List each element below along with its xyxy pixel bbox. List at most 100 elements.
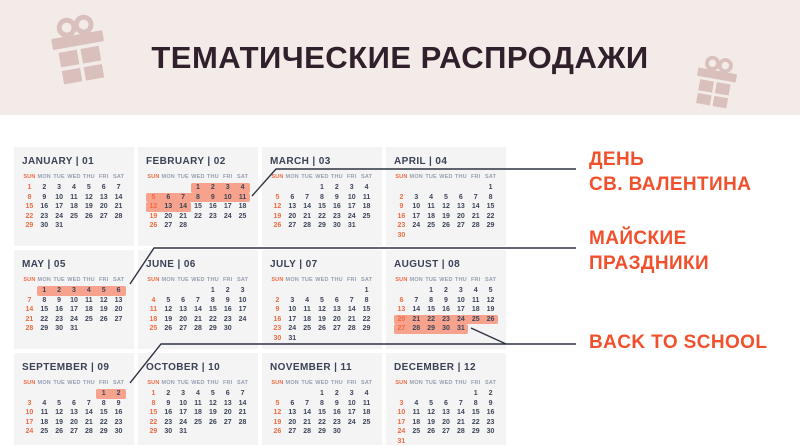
date-cell: 2 (225, 287, 230, 294)
dates-grid: 1 2 3 4 5 6 7 8 9 10 11 12 13 14 15 16 17 18 19 20 21 22 23 24 2… (146, 183, 250, 231)
empty-cell (67, 389, 82, 399)
weekday-label: THU (454, 277, 467, 283)
calendar-month-april: APRIL | 04 SUN MON TUE WED THU FRI SAT 1 2 3 4 5 6 7 8 9… (386, 147, 506, 246)
date-cell: 6 (290, 399, 295, 407)
date-cell: 21 (408, 314, 424, 325)
date-cell: 31 (179, 428, 188, 436)
empty-cell (344, 286, 359, 296)
date-cell: 20 (442, 418, 450, 426)
date-cell: 14 (175, 202, 191, 212)
date-cell: 14 (238, 399, 247, 407)
weekday-label: WED (191, 174, 205, 180)
weekday-label: TUE (53, 174, 65, 180)
date-cell: 19 (84, 203, 93, 211)
date-cell: 19 (208, 409, 217, 417)
date-cell: 9 (334, 399, 339, 407)
date-cell: 24 (25, 428, 34, 436)
date-cell: 29 (423, 324, 439, 334)
date-cell: 21 (303, 418, 312, 426)
date-cell: 18 (412, 418, 421, 426)
date-cell: 30 (114, 428, 123, 436)
date-cell: 8 (101, 399, 106, 407)
date-cell: 13 (179, 306, 188, 314)
month-title: OCTOBER | 10 (146, 362, 221, 373)
date-cell: 24 (397, 428, 406, 436)
date-cell: 25 (40, 428, 49, 436)
date-cell: 8 (429, 296, 434, 304)
date-cell: 1 (364, 287, 369, 294)
date-cell: 23 (40, 212, 49, 220)
date-cell: 21 (25, 315, 34, 323)
date-cell: 17 (412, 212, 421, 220)
empty-cell (394, 286, 409, 296)
date-cell: 14 (84, 409, 93, 417)
weekday-label: SUN (395, 380, 408, 386)
date-cell: 2 (42, 184, 47, 191)
date-cell: 7 (349, 296, 354, 304)
weekday-label: SAT (360, 380, 373, 386)
date-cell: 23 (438, 314, 454, 325)
month-title: AUGUST | 08 (394, 259, 461, 270)
empty-cell (146, 183, 161, 193)
date-cell: 17 (25, 418, 34, 426)
date-cell: 6 (101, 184, 106, 191)
date-cell: 1 (151, 390, 156, 397)
date-cell: 21 (179, 212, 188, 220)
empty-cell (52, 389, 67, 399)
date-cell: 10 (397, 409, 406, 417)
date-cell: 22 (40, 315, 49, 323)
empty-cell (394, 389, 409, 399)
date-cell: 4 (429, 193, 434, 201)
weekday-label: SUN (147, 380, 160, 386)
date-cell: 25 (194, 418, 202, 426)
date-cell: 7 (27, 296, 32, 304)
date-cell: 24 (453, 314, 469, 325)
date-cell: 18 (70, 203, 78, 211)
date-cell: 20 (164, 212, 173, 220)
date-cell: 29 (362, 325, 371, 333)
weekday-header-row: SUN MON TUE WED THU FRI SAT (270, 173, 374, 181)
date-cell: 26 (149, 222, 158, 230)
empty-cell (453, 183, 468, 193)
weekday-label: WED (439, 174, 453, 180)
date-cell: 27 (394, 324, 409, 334)
date-cell: 10 (347, 193, 356, 201)
date-cell: 11 (362, 193, 371, 201)
date-cell: 20 (114, 306, 123, 314)
date-cell: 5 (320, 296, 324, 304)
date-cell: 7 (86, 399, 91, 407)
weekday-label: SAT (112, 380, 125, 386)
weekday-label: FRI (222, 277, 233, 283)
date-cell: 3 (349, 184, 354, 191)
date-cell: 28 (179, 222, 188, 230)
empty-cell (329, 286, 344, 296)
date-cell: 11 (412, 409, 420, 417)
date-cell: 5 (96, 286, 112, 296)
date-cell: 6 (458, 193, 463, 201)
weekday-header-row: SUN MON TUE WED THU FRI SAT (270, 276, 374, 284)
date-cell: 30 (223, 325, 232, 333)
weekday-header-row: SUN MON TUE WED THU FRI SAT (394, 276, 498, 284)
date-cell: 1 (488, 184, 493, 191)
weekday-label: THU (330, 277, 343, 283)
date-cell: 3 (66, 286, 82, 296)
dates-grid: 1 2 3 4 5 6 7 8 9 10 11 12 13 14 15 16 17 18 19 20 21 22 23 24 2… (270, 286, 374, 344)
date-cell: 5 (275, 193, 280, 201)
date-cell: 18 (362, 203, 371, 211)
weekday-label: SUN (271, 380, 284, 386)
weekday-label: SUN (395, 174, 408, 180)
weekday-label: WED (315, 277, 329, 283)
weekday-label: FRI (222, 174, 233, 180)
date-cell: 3 (27, 399, 32, 407)
weekday-label: TUE (301, 174, 313, 180)
date-cell: 9 (116, 399, 121, 407)
date-cell: 9 (42, 193, 47, 201)
date-cell: 8 (27, 193, 32, 201)
date-cell: 28 (114, 212, 123, 220)
dates-grid: 1 2 3 4 5 6 7 8 9 10 11 12 13 14 15 16 17 18 19 20 21 22 23 24 2… (146, 389, 250, 437)
gift-icon (51, 14, 105, 85)
date-cell: 12 (273, 203, 282, 211)
date-cell: 12 (427, 409, 436, 417)
date-cell: 14 (114, 193, 123, 201)
weekday-label: WED (67, 277, 81, 283)
